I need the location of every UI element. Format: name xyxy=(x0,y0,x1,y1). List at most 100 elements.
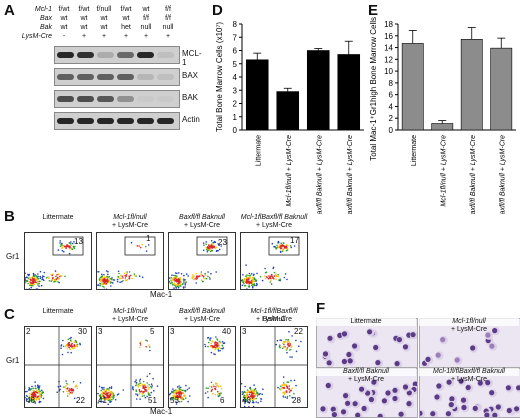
facs-event xyxy=(215,394,217,396)
facs-event xyxy=(113,395,115,397)
facs-event xyxy=(143,381,145,383)
bar xyxy=(491,48,512,130)
y-tick-label: 0 xyxy=(233,126,238,135)
facs-event xyxy=(219,350,221,352)
facs-event xyxy=(197,277,199,279)
facs-event xyxy=(120,278,122,280)
facs-event xyxy=(203,242,205,244)
facs-event xyxy=(179,285,181,287)
facs-event xyxy=(109,387,111,389)
facs-event xyxy=(244,285,246,287)
facs-event xyxy=(293,393,295,395)
facs-event xyxy=(64,387,66,389)
facs-event xyxy=(136,398,138,400)
facs-event xyxy=(251,391,253,393)
facs-event xyxy=(124,275,126,277)
facs-event xyxy=(249,276,251,278)
facs-event xyxy=(213,246,215,248)
facs-event xyxy=(74,345,76,347)
blot-strip xyxy=(54,46,180,64)
facs-event xyxy=(125,277,127,279)
cell-nucleus xyxy=(466,385,471,390)
facs-event xyxy=(246,283,248,285)
facs-event xyxy=(148,387,150,389)
gr1-axis-label: Gr1 xyxy=(6,252,19,261)
facs-event xyxy=(145,346,147,348)
facs-event xyxy=(277,340,279,342)
facs-event xyxy=(137,395,139,397)
facs-event xyxy=(77,344,79,346)
facs-event xyxy=(131,242,133,244)
facs-event xyxy=(277,276,279,278)
facs-event xyxy=(139,384,141,386)
facs-event xyxy=(65,385,67,387)
facs-event xyxy=(210,345,212,347)
genotype-cell: wt xyxy=(116,15,136,22)
facs-event xyxy=(211,389,213,391)
facs-event xyxy=(149,350,151,352)
facs-event xyxy=(37,283,39,285)
facs-event xyxy=(207,346,209,348)
facs-event xyxy=(252,397,254,399)
facs-event xyxy=(216,385,218,387)
facs-event xyxy=(142,384,144,386)
facs-event xyxy=(122,277,124,279)
facs-event xyxy=(67,245,69,247)
facs-event xyxy=(253,384,255,386)
cell-nucleus xyxy=(470,345,475,350)
cell-nucleus xyxy=(342,331,347,336)
facs-event xyxy=(144,384,146,386)
facs-event xyxy=(35,385,37,387)
facs-event xyxy=(171,391,173,393)
facs-event xyxy=(26,276,28,278)
facs-event xyxy=(202,275,204,277)
facs-event xyxy=(141,244,143,246)
facs-event xyxy=(282,387,284,389)
facs-event xyxy=(69,345,71,347)
facs-event xyxy=(251,280,253,282)
genotype-cell: wt xyxy=(74,15,94,22)
facs-event xyxy=(222,341,224,343)
facs-event xyxy=(71,341,73,343)
facs-event xyxy=(110,393,112,395)
facs-event xyxy=(118,271,120,273)
facs-event xyxy=(176,284,178,286)
cell-nucleus xyxy=(406,401,411,406)
facs-event xyxy=(151,392,153,394)
facs-event xyxy=(284,392,286,394)
facs-event xyxy=(189,395,191,397)
facs-event xyxy=(246,274,248,276)
facs-event xyxy=(148,344,150,346)
facs-event xyxy=(139,343,141,345)
blot-band xyxy=(97,74,114,80)
facs-event xyxy=(217,394,219,396)
facs-event xyxy=(67,352,69,354)
cell-nucleus xyxy=(369,397,374,402)
facs-event xyxy=(57,277,59,279)
facs-event xyxy=(180,397,182,399)
facs-event xyxy=(63,391,65,393)
category-label: Mcl-1fl/null + LysM-Cre xyxy=(286,135,293,207)
facs-event xyxy=(201,271,203,273)
facs-event xyxy=(145,246,147,248)
facs-event xyxy=(277,242,279,244)
facs-event xyxy=(272,243,274,245)
facs-event xyxy=(32,388,34,390)
facs-event xyxy=(70,241,72,243)
facs-event xyxy=(211,352,213,354)
facs-event xyxy=(80,382,82,384)
facs-event xyxy=(249,285,251,287)
facs-event xyxy=(271,283,273,285)
quadrant-percentage: 2 xyxy=(26,327,30,336)
facs-event xyxy=(62,354,64,356)
cell-nucleus xyxy=(489,390,494,395)
genotype-cell: wt xyxy=(54,15,74,22)
facs-event xyxy=(73,347,75,349)
facs-event xyxy=(29,288,31,289)
facs-event xyxy=(104,389,106,391)
facs-event xyxy=(219,342,221,344)
facs-event xyxy=(110,391,112,393)
cell-nucleus xyxy=(375,360,380,365)
facs-event xyxy=(279,247,281,249)
